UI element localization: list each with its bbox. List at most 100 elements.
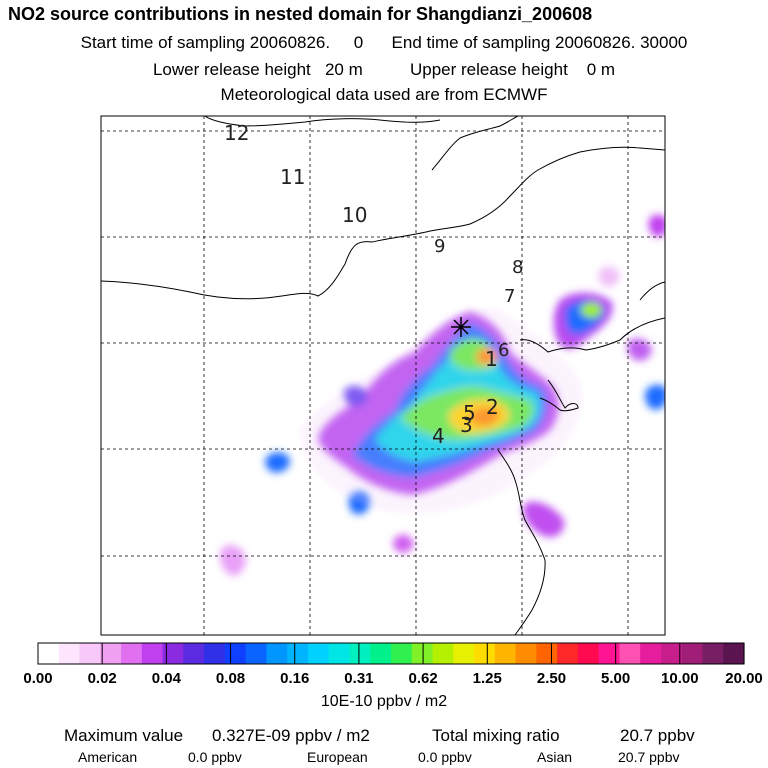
colorbar-cell: [640, 643, 662, 664]
colorbar-tick-label: 0.31: [344, 670, 374, 687]
colorbar-cell: [702, 643, 724, 664]
end-time-value: 20060826. 30000: [555, 33, 688, 52]
colorbar-cell: [370, 643, 392, 664]
colorbar-cell: [224, 643, 247, 664]
plume-sw2: [219, 545, 246, 576]
colorbar-cell: [100, 643, 122, 664]
contour-label-6: 6: [498, 340, 509, 361]
colorbar-tick-label: 0.16: [280, 670, 310, 687]
plume-far-east: [627, 338, 652, 361]
colorbar-tick-label: 1.25: [472, 670, 502, 687]
upper-height-label: Upper release height: [409, 60, 568, 79]
total-mixing-value: 20.7 ppbv: [620, 726, 695, 745]
colorbar-cell: [557, 643, 579, 664]
colorbar-cell: [141, 643, 164, 664]
contour-label-4: 4: [432, 424, 445, 448]
lower-height-value: 20 m: [324, 60, 363, 79]
max-value: 0.327E-09 ppbv / m2: [212, 726, 370, 745]
colorbar-tick-label: 5.00: [601, 670, 631, 687]
colorbar-cells: [37, 643, 745, 664]
sampling-time-line: Start time of sampling 20060826. 0 End t…: [0, 33, 768, 53]
colorbar-cell: [619, 643, 641, 664]
contour-label-11: 11: [280, 165, 305, 189]
region-name-european: European: [307, 749, 368, 765]
release-height-line: Lower release height 20 m Upper release …: [0, 60, 768, 80]
field-faint-halo: [300, 308, 582, 514]
contour-labels: 12 11 10 9 8 7 6 5 4 3 2 1: [224, 121, 523, 448]
contour-label-9: 9: [434, 236, 445, 257]
colorbar-cell: [307, 643, 330, 664]
colorbar-cell: [121, 643, 143, 664]
colorbar-cell: [266, 643, 288, 664]
plume-s: [392, 534, 414, 553]
colorbar-cell: [536, 643, 558, 664]
plume-far-east-2: [645, 384, 665, 410]
met-data-line: Meteorological data used are from ECMWF: [220, 85, 548, 104]
colorbar-cell: [162, 643, 184, 664]
colorbar-tick-label: 0.62: [408, 670, 438, 687]
plume-se: [523, 501, 565, 538]
map-frame: [100, 115, 666, 636]
coastline-inner-bay: [204, 116, 441, 127]
colorbar-cell: [287, 643, 309, 664]
start-time-label: Start time of sampling: [80, 33, 246, 52]
plume-corner-ne: [648, 214, 665, 237]
plume-west: [265, 452, 290, 473]
colorbar-cell: [58, 643, 81, 664]
colorbar-cell: [474, 643, 496, 664]
colorbar-cell: [411, 643, 434, 664]
colorbar-tick-label: 0.00: [23, 670, 53, 687]
colorbar-frame: [37, 642, 745, 665]
plume-n: [598, 266, 620, 287]
colorbar-cell: [183, 643, 205, 664]
end-time-label: End time of sampling: [391, 33, 551, 52]
contour-label-3: 3: [460, 413, 473, 437]
colorbar-tick-label: 20.00: [725, 670, 763, 687]
region-value-european: 0.0 ppbv: [418, 749, 472, 765]
colorbar-cell: [598, 643, 621, 664]
contour-label-10: 10: [342, 203, 367, 227]
contour-label-7: 7: [504, 286, 515, 307]
coastline-east2: [639, 281, 665, 301]
colorbar-cell: [38, 643, 60, 664]
coastline-east: [519, 317, 665, 353]
contour-label-1: 1: [485, 347, 498, 371]
contour-label-5: 5: [463, 401, 476, 425]
colorbar-cell: [494, 643, 517, 664]
region-value-asian: 20.7 ppbv: [618, 749, 680, 765]
colorbar-cell: [723, 643, 745, 664]
contour-label-12: 12: [224, 121, 249, 145]
colorbar-tick-label: 10.00: [661, 670, 699, 687]
coastline-peninsula: [539, 379, 579, 412]
colorbar-cell: [432, 643, 454, 664]
colorbar-tick-label: 0.04: [151, 670, 181, 687]
max-value-label: Maximum value: [64, 726, 184, 745]
colorbar-cell: [79, 643, 101, 664]
upper-height-value: 0 m: [586, 60, 616, 79]
colorbar-tick-label: 2.50: [536, 670, 567, 687]
plume-east-green: [580, 302, 602, 318]
region-name-american: American: [78, 749, 138, 765]
start-time-value: 20060826. 0: [249, 33, 364, 52]
colorbar-cell: [391, 643, 413, 664]
colorbar-cell: [681, 643, 704, 664]
contour-label-8: 8: [512, 257, 523, 278]
colorbar-cell: [328, 643, 351, 664]
colorbar-cell: [349, 643, 371, 664]
gridlines: [101, 116, 665, 635]
chart-title: NO2 source contributions in nested domai…: [8, 4, 593, 24]
colorbar-cell: [245, 643, 268, 664]
colorbar-cell: [515, 643, 537, 664]
coastlines: [101, 116, 665, 635]
total-mixing-label: Total mixing ratio: [432, 726, 560, 745]
concentration-field: [219, 214, 665, 576]
colorbar-tick-label: 0.08: [215, 670, 246, 687]
coastline-south: [497, 449, 546, 635]
colorbar-unit: 10E-10 ppbv / m2: [320, 693, 448, 710]
receptor-star-icon: [451, 317, 471, 337]
lower-height-label: Lower release height: [152, 60, 311, 79]
colorbar-cell: [453, 643, 475, 664]
region-name-asian: Asian: [537, 749, 573, 765]
